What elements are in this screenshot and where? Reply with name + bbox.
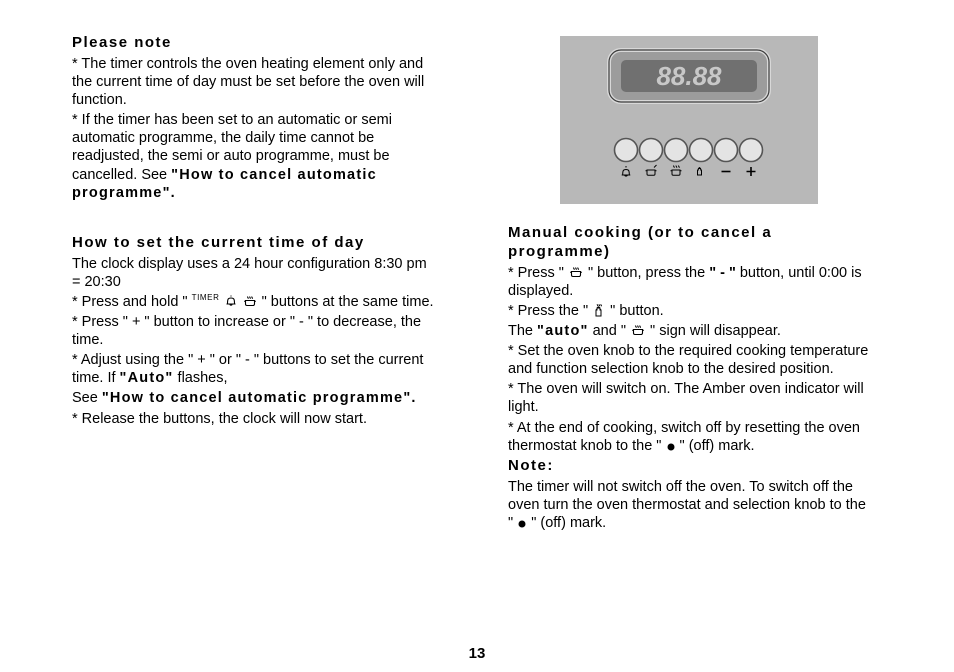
paragraph: * At the end of cooking, switch off by r… xyxy=(508,419,870,455)
heading-set-time: How to set the current time of day xyxy=(72,234,434,253)
text: * Press " xyxy=(508,265,568,281)
timer-label: TIMER xyxy=(192,293,220,302)
paragraph: The "auto" and " " sign will disappear. xyxy=(508,322,870,340)
paragraph: * Press " + " button to increase or " - … xyxy=(72,313,434,349)
heading-note: Note: xyxy=(508,457,870,476)
dot-icon xyxy=(517,519,527,529)
paragraph: * Set the oven knob to the required cook… xyxy=(508,342,870,378)
paragraph: See "How to cancel automatic programme". xyxy=(72,389,434,407)
display-value: 88.88 xyxy=(656,61,722,91)
paragraph: * The oven will switch on. The Amber ove… xyxy=(508,380,870,416)
hand-icon xyxy=(592,303,606,317)
bold-ref: "Auto" xyxy=(120,370,174,386)
page-number: 13 xyxy=(0,645,954,662)
dot-icon xyxy=(666,442,676,452)
bell-icon xyxy=(224,294,238,308)
pot-icon xyxy=(568,265,584,279)
text: " buttons at the same time. xyxy=(262,294,434,310)
paragraph: The clock display uses a 24 hour configu… xyxy=(72,255,434,291)
heading-manual-cooking: Manual cooking (or to cancel a programme… xyxy=(508,224,870,262)
left-column: Please note * The timer controls the ove… xyxy=(72,34,434,534)
text: " button. xyxy=(610,303,664,319)
paragraph: * Release the buttons, the clock will no… xyxy=(72,410,434,428)
paragraph: * Adjust using the " + " or " - " button… xyxy=(72,351,434,387)
heading-please-note: Please note xyxy=(72,34,434,53)
text: The xyxy=(508,323,537,339)
pot-icon xyxy=(630,323,646,337)
text: " (off) mark. xyxy=(531,515,606,531)
paragraph: * The timer controls the oven heating el… xyxy=(72,55,434,109)
timer-panel-image: 88.88 xyxy=(508,30,870,210)
bold-ref: " - " xyxy=(709,265,736,281)
bold-ref: "How to cancel automatic programme". xyxy=(102,390,417,406)
bold-ref: "auto" xyxy=(537,323,589,339)
paragraph: The timer will not switch off the oven. … xyxy=(508,478,870,532)
text: " (off) mark. xyxy=(680,438,755,454)
paragraph: * Press " " button, press the " - " butt… xyxy=(508,264,870,300)
pot-icon xyxy=(242,294,258,308)
paragraph: * If the timer has been set to an automa… xyxy=(72,111,434,202)
text: flashes, xyxy=(174,370,228,386)
paragraph: * Press the " " button. xyxy=(508,302,870,320)
text: and " xyxy=(589,323,630,339)
paragraph: * Press and hold " TIMER " buttons at th… xyxy=(72,293,434,311)
text: See xyxy=(72,390,102,406)
text: * Press the " xyxy=(508,303,592,319)
text: " button, press the xyxy=(588,265,709,281)
text: * Press and hold " xyxy=(72,294,192,310)
text: " sign will disappear. xyxy=(650,323,781,339)
right-column: 88.88 xyxy=(508,34,870,534)
